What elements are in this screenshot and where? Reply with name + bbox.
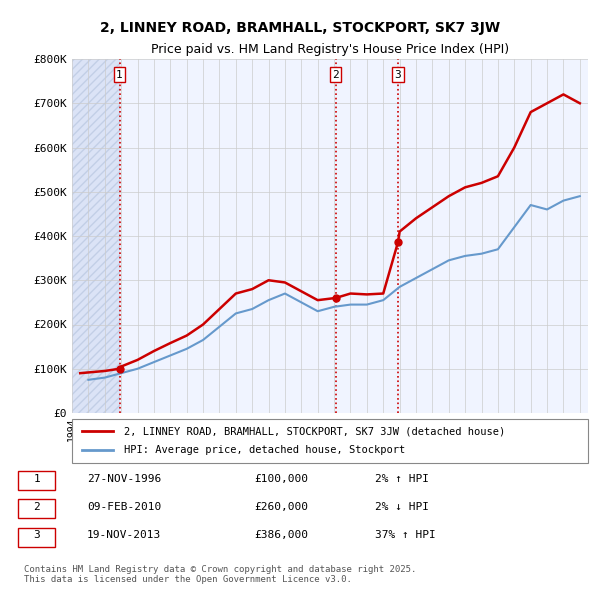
Text: 3: 3	[395, 70, 401, 80]
Text: HPI: Average price, detached house, Stockport: HPI: Average price, detached house, Stoc…	[124, 445, 405, 455]
Title: Price paid vs. HM Land Registry's House Price Index (HPI): Price paid vs. HM Land Registry's House …	[151, 44, 509, 57]
Text: 09-FEB-2010: 09-FEB-2010	[87, 502, 161, 512]
Text: 19-NOV-2013: 19-NOV-2013	[87, 530, 161, 540]
Text: 2% ↑ HPI: 2% ↑ HPI	[375, 474, 429, 484]
Text: £100,000: £100,000	[254, 474, 308, 484]
FancyBboxPatch shape	[72, 419, 588, 463]
Text: 2% ↓ HPI: 2% ↓ HPI	[375, 502, 429, 512]
Text: 1: 1	[116, 70, 123, 80]
FancyBboxPatch shape	[18, 527, 55, 546]
Text: 2: 2	[332, 70, 339, 80]
Text: 2: 2	[34, 502, 40, 512]
Text: 37% ↑ HPI: 37% ↑ HPI	[375, 530, 436, 540]
FancyBboxPatch shape	[18, 500, 55, 518]
Text: 2, LINNEY ROAD, BRAMHALL, STOCKPORT, SK7 3JW: 2, LINNEY ROAD, BRAMHALL, STOCKPORT, SK7…	[100, 21, 500, 35]
Bar	[72, 59, 119, 413]
Text: 27-NOV-1996: 27-NOV-1996	[87, 474, 161, 484]
Text: £260,000: £260,000	[254, 502, 308, 512]
Text: £386,000: £386,000	[254, 530, 308, 540]
Text: Contains HM Land Registry data © Crown copyright and database right 2025.
This d: Contains HM Land Registry data © Crown c…	[24, 565, 416, 584]
Text: 3: 3	[34, 530, 40, 540]
FancyBboxPatch shape	[18, 471, 55, 490]
Text: 2, LINNEY ROAD, BRAMHALL, STOCKPORT, SK7 3JW (detached house): 2, LINNEY ROAD, BRAMHALL, STOCKPORT, SK7…	[124, 427, 505, 436]
Text: 1: 1	[34, 474, 40, 484]
